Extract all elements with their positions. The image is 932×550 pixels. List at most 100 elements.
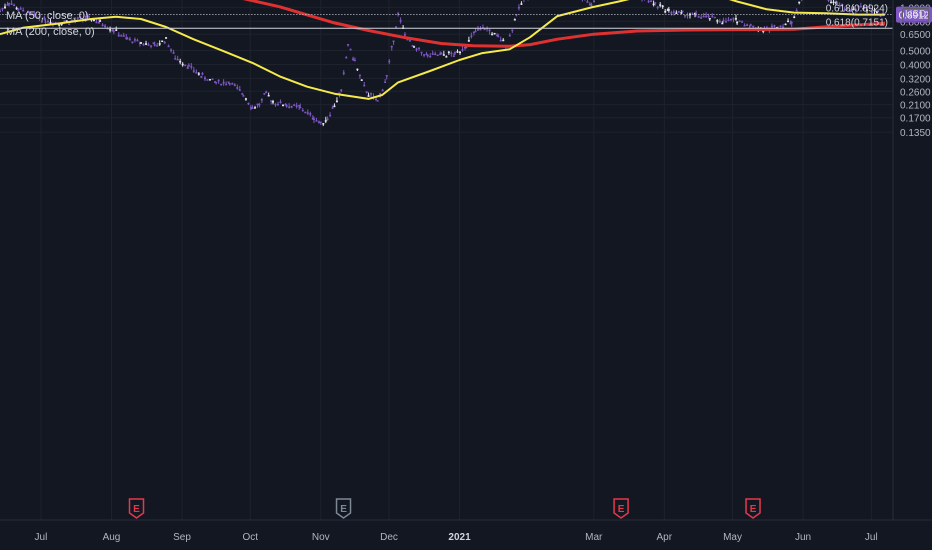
candle-body xyxy=(353,59,356,62)
candle-body xyxy=(365,91,368,94)
candle-body xyxy=(440,52,443,55)
earnings-marker[interactable]: E xyxy=(335,498,352,519)
earnings-marker[interactable]: E xyxy=(613,498,629,519)
candle-body xyxy=(238,89,241,91)
candle-body xyxy=(58,24,61,26)
candle-body xyxy=(317,121,320,123)
x-axis[interactable]: JulAugSepOctNovDec2021MarAprMayJunJulAug xyxy=(35,532,932,543)
candle-body xyxy=(277,104,280,106)
candle-body xyxy=(762,30,765,33)
ma200-legend-label[interactable]: MA (200, close, 0) xyxy=(6,26,95,38)
candle-body xyxy=(381,89,384,92)
candle-body xyxy=(729,18,732,21)
candle-body xyxy=(99,20,102,22)
candle-body xyxy=(49,22,52,24)
candle-body xyxy=(832,1,835,4)
candle-body xyxy=(227,81,230,83)
candle-body xyxy=(474,30,477,33)
candle-body xyxy=(670,12,673,14)
candle-body xyxy=(787,20,790,23)
candle-body xyxy=(390,45,393,48)
candle-body xyxy=(184,64,187,67)
candle-body xyxy=(472,31,475,34)
candle-body xyxy=(68,23,71,26)
candle-body xyxy=(260,99,263,101)
candle-body xyxy=(272,101,274,103)
candle-body xyxy=(349,48,352,51)
candle-body xyxy=(220,83,223,86)
candle-body xyxy=(795,9,798,12)
x-tick-label: Dec xyxy=(380,532,398,543)
candle-body xyxy=(333,105,336,108)
candle-body xyxy=(312,118,315,121)
candle-body xyxy=(513,19,516,21)
candle-body xyxy=(19,8,22,10)
earnings-marker[interactable]: E xyxy=(128,498,145,519)
candle-body xyxy=(496,34,499,37)
candle-body xyxy=(467,40,470,42)
earnings-marker[interactable]: E xyxy=(745,498,761,519)
candle-body xyxy=(27,11,30,14)
candle-body xyxy=(862,7,865,10)
candle-body xyxy=(493,32,496,35)
candle-body xyxy=(727,19,730,22)
candle-body xyxy=(122,35,125,37)
y-tick-label: 0.1350 xyxy=(900,128,931,139)
ma50-legend-label[interactable]: MA (50, close, 0) xyxy=(6,10,89,22)
candle-body xyxy=(743,24,746,27)
candle-body xyxy=(17,9,20,11)
candle-body xyxy=(176,58,179,61)
candle-body xyxy=(664,10,667,13)
candle-body xyxy=(790,21,793,24)
candle-body xyxy=(167,45,170,48)
candle-body xyxy=(35,16,38,19)
candle-body xyxy=(702,15,705,18)
ma200-line[interactable] xyxy=(0,0,886,48)
candle-body xyxy=(854,8,857,11)
earnings-marker-label: E xyxy=(750,504,757,515)
candle-body xyxy=(79,16,82,18)
candle-body xyxy=(871,11,874,13)
candle-body xyxy=(215,81,218,84)
x-tick-label: 2021 xyxy=(448,532,471,543)
candle-body xyxy=(684,14,687,17)
x-tick-label: Sep xyxy=(173,532,191,543)
candle-body xyxy=(329,114,332,117)
candle-body xyxy=(70,19,73,22)
candle-body xyxy=(352,58,355,60)
candle-body xyxy=(43,17,46,19)
ma50-line[interactable] xyxy=(0,0,885,100)
candle-body xyxy=(707,15,710,18)
fib-level-label: 0.618(0.7151) xyxy=(826,17,888,28)
earnings-marker-shape xyxy=(335,498,352,519)
candle-body xyxy=(284,103,287,106)
candle-body xyxy=(418,47,421,49)
candle-body xyxy=(593,0,596,3)
candle-body xyxy=(54,22,57,24)
candle-body xyxy=(724,21,727,23)
candle-body xyxy=(675,12,678,15)
candle-body xyxy=(126,37,129,40)
y-axis[interactable]: 3.50002.70002.10001.70001.30001.00000.80… xyxy=(900,0,931,139)
candle-body xyxy=(197,73,200,75)
candle-body xyxy=(254,107,257,109)
candle-body xyxy=(274,103,277,106)
candle-body xyxy=(301,109,304,112)
candle-body xyxy=(29,13,32,15)
candle-body xyxy=(282,104,285,107)
candle-body xyxy=(488,29,491,32)
candle-body xyxy=(30,13,33,15)
candle-body xyxy=(298,104,301,107)
candle-body xyxy=(290,106,293,108)
candle-body xyxy=(425,53,428,56)
currency-label[interactable]: USD xyxy=(902,8,930,22)
candle-body xyxy=(877,10,880,13)
y-tick-label: 0.5000 xyxy=(900,47,931,58)
candle-body xyxy=(47,20,50,23)
candle-body xyxy=(426,54,429,57)
candle-body xyxy=(92,19,95,21)
candle-body xyxy=(22,9,25,12)
candle-body xyxy=(736,21,739,24)
candle-body xyxy=(200,76,203,78)
